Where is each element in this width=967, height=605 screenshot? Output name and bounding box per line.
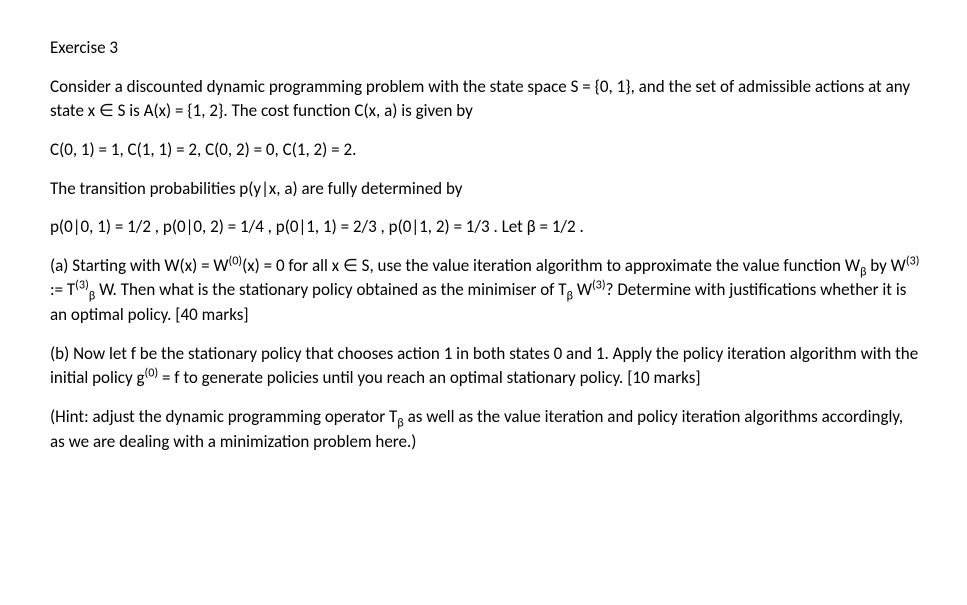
text: (Hint: adjust the dynamic programming op… bbox=[50, 406, 397, 427]
paragraph-part-b: (b) Now let f be the stationary policy t… bbox=[50, 342, 921, 391]
text: (a) Starting with W(x) = W bbox=[50, 255, 229, 276]
paragraph-transitions-intro: The transition probabilities p(y|x, a) a… bbox=[50, 177, 921, 202]
text: W bbox=[573, 279, 592, 300]
superscript: (3) bbox=[75, 278, 89, 293]
text: by W bbox=[866, 255, 905, 276]
text: := T bbox=[50, 279, 75, 300]
exercise-title: Exercise 3 bbox=[50, 36, 921, 61]
superscript: (0) bbox=[229, 253, 243, 268]
superscript: (0) bbox=[145, 366, 159, 381]
paragraph-costs: C(0, 1) = 1, C(1, 1) = 2, C(0, 2) = 0, C… bbox=[50, 138, 921, 163]
superscript: (3) bbox=[592, 278, 606, 293]
paragraph-transitions: p(0|0, 1) = 1/2 , p(0|0, 2) = 1/4 , p(0|… bbox=[50, 215, 921, 240]
paragraph-intro: Consider a discounted dynamic programmin… bbox=[50, 75, 921, 124]
paragraph-hint: (Hint: adjust the dynamic programming op… bbox=[50, 405, 921, 454]
text: (x) = 0 for all x ∈ S, use the value ite… bbox=[242, 255, 860, 276]
superscript: (3) bbox=[906, 253, 920, 268]
text: = f to generate policies until you reach… bbox=[158, 367, 700, 388]
paragraph-part-a: (a) Starting with W(x) = W(0)(x) = 0 for… bbox=[50, 254, 921, 328]
text: W. Then what is the stationary policy ob… bbox=[95, 279, 566, 300]
